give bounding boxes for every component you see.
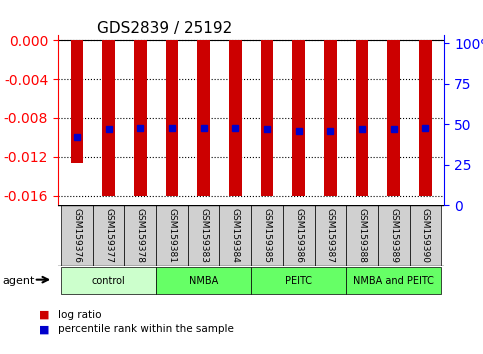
- Bar: [355, 40, 369, 196]
- Text: GSM159386: GSM159386: [294, 208, 303, 263]
- FancyBboxPatch shape: [378, 205, 410, 266]
- FancyBboxPatch shape: [314, 205, 346, 266]
- Bar: [166, 40, 178, 196]
- Bar: [229, 40, 242, 196]
- Bar: [292, 40, 305, 196]
- FancyBboxPatch shape: [251, 205, 283, 266]
- FancyBboxPatch shape: [188, 205, 219, 266]
- Text: log ratio: log ratio: [58, 310, 101, 320]
- FancyBboxPatch shape: [93, 205, 125, 266]
- Bar: [387, 40, 400, 196]
- FancyBboxPatch shape: [156, 205, 188, 266]
- Text: percentile rank within the sample: percentile rank within the sample: [58, 324, 234, 334]
- Text: GSM159381: GSM159381: [168, 208, 176, 263]
- FancyBboxPatch shape: [156, 267, 251, 294]
- Text: GSM159378: GSM159378: [136, 208, 145, 263]
- Bar: [198, 40, 210, 196]
- Text: agent: agent: [2, 276, 35, 286]
- FancyBboxPatch shape: [219, 205, 251, 266]
- Text: GSM159376: GSM159376: [72, 208, 82, 263]
- FancyBboxPatch shape: [346, 205, 378, 266]
- FancyBboxPatch shape: [61, 267, 156, 294]
- FancyBboxPatch shape: [125, 205, 156, 266]
- Text: GSM159388: GSM159388: [357, 208, 367, 263]
- Text: ■: ■: [39, 324, 49, 334]
- FancyBboxPatch shape: [61, 205, 93, 266]
- Bar: [261, 40, 273, 196]
- Text: GSM159383: GSM159383: [199, 208, 208, 263]
- Text: GSM159389: GSM159389: [389, 208, 398, 263]
- Text: NMBA and PEITC: NMBA and PEITC: [353, 275, 434, 286]
- Text: GSM159384: GSM159384: [231, 208, 240, 263]
- Text: GSM159387: GSM159387: [326, 208, 335, 263]
- Text: GSM159390: GSM159390: [421, 208, 430, 263]
- Bar: [134, 40, 147, 196]
- FancyBboxPatch shape: [346, 267, 441, 294]
- FancyBboxPatch shape: [251, 267, 346, 294]
- Bar: [419, 40, 432, 196]
- Bar: [102, 40, 115, 196]
- Text: GSM159385: GSM159385: [262, 208, 271, 263]
- Text: NMBA: NMBA: [189, 275, 218, 286]
- FancyBboxPatch shape: [410, 205, 441, 266]
- Bar: [71, 40, 83, 162]
- Bar: [324, 40, 337, 196]
- FancyBboxPatch shape: [283, 205, 314, 266]
- Text: PEITC: PEITC: [285, 275, 312, 286]
- Text: GDS2839 / 25192: GDS2839 / 25192: [97, 21, 232, 36]
- Text: control: control: [92, 275, 126, 286]
- Text: GSM159377: GSM159377: [104, 208, 113, 263]
- Text: ■: ■: [39, 310, 49, 320]
